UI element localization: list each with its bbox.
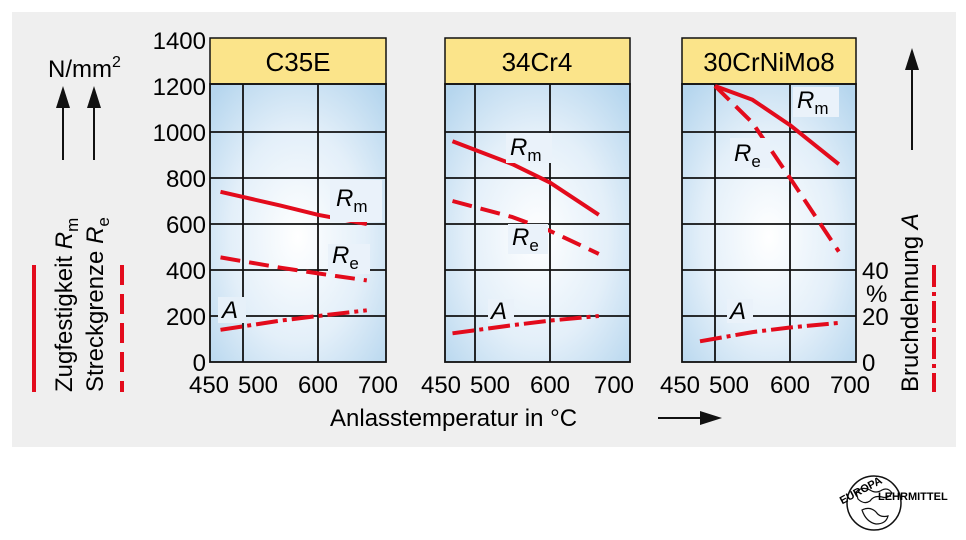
- left-title-tensile: Zugfestigkeit Rm: [51, 218, 82, 392]
- right-axis-title: Bruchdehnung A: [897, 213, 924, 392]
- x-axis-title: Anlasstemperatur in °C: [330, 405, 577, 432]
- curve-a: [699, 320, 839, 344]
- plot-frame: [681, 83, 857, 363]
- arrow-up-icon: [905, 48, 919, 150]
- y-tick-label: 800: [166, 166, 206, 193]
- panel-34cr4: 34Cr4 Rm Re A 450 500 600 700: [421, 37, 634, 399]
- y-tick-label: 600: [166, 212, 206, 239]
- label-rm: Rm: [510, 134, 542, 165]
- label-mask: [328, 244, 370, 274]
- panel-title-box: [681, 37, 857, 85]
- y-tick-label: 200: [166, 304, 206, 331]
- label-re: Re: [332, 242, 359, 273]
- x-tick-labels: 450 500 600 700: [660, 372, 870, 399]
- panel-title: 34Cr4: [502, 47, 573, 77]
- label-rm: Rm: [336, 185, 368, 216]
- y-tick-label: 400: [166, 258, 206, 285]
- label-mask: [793, 87, 839, 117]
- arrow-right-icon: [658, 411, 722, 425]
- grid: [682, 84, 856, 362]
- y2-tick-label: 20: [862, 304, 889, 331]
- label-mask: [730, 138, 770, 168]
- plot-frame: [444, 83, 631, 363]
- curve-rm: [451, 139, 600, 217]
- right-axis-unit: %: [866, 281, 887, 308]
- label-a: A: [220, 297, 238, 324]
- seal-continents: [855, 487, 893, 525]
- panel-title-box: [444, 37, 631, 85]
- panel-c35e: C35E Rm Re A 450 500 600 700: [189, 37, 398, 399]
- x-tick-label: 600: [530, 372, 570, 399]
- y2-tick-label: 0: [862, 350, 875, 377]
- label-mask: [727, 299, 753, 323]
- panel-title: C35E: [265, 47, 330, 77]
- panel-30crnimo8: 30CrNiMo8 Rm Re A 450 500 600 700: [660, 37, 870, 399]
- publisher-lehrmittel: LEHRMITTEL: [878, 491, 948, 503]
- label-rm: Rm: [797, 87, 829, 118]
- right-y-axis: 0 20 40: [862, 258, 889, 377]
- label-a: A: [489, 298, 507, 325]
- x-tick-label: 450: [189, 372, 229, 399]
- y-tick-label: 1000: [153, 120, 206, 147]
- x-tick-label: 450: [660, 372, 700, 399]
- x-tick-labels: 450 500 600 700: [189, 372, 398, 399]
- x-tick-label: 700: [830, 372, 870, 399]
- curve-a: [452, 314, 599, 336]
- curve-group: [451, 139, 600, 336]
- x-tick-label: 600: [770, 372, 810, 399]
- x-tick-label: 500: [709, 372, 749, 399]
- label-mask: [488, 299, 514, 323]
- label-a: A: [728, 298, 746, 325]
- x-tick-labels: 450 500 600 700: [421, 372, 634, 399]
- label-mask: [506, 133, 552, 163]
- arrow-up-icon: [87, 86, 101, 160]
- y-tick-label: 0: [193, 350, 206, 377]
- arrow-up-icon: [56, 86, 70, 160]
- plot-frame: [209, 83, 387, 363]
- curve-rm: [714, 84, 841, 166]
- label-re: Re: [512, 224, 539, 255]
- plot-area: [682, 84, 856, 362]
- publisher-seal: EUROPA LEHRMITTEL: [838, 475, 948, 531]
- curve-re: [451, 199, 600, 256]
- y-tick-label: 1400: [153, 28, 206, 55]
- curve-re: [713, 84, 841, 253]
- left-title-yield: Streckgrenze Re: [82, 217, 113, 392]
- x-tick-label: 700: [594, 372, 634, 399]
- x-tick-label: 600: [298, 372, 338, 399]
- left-y-axis: 0 200 400 600 800 1000 1200 1400: [153, 28, 206, 377]
- panel-title: 30CrNiMo8: [703, 47, 835, 77]
- x-tick-label: 500: [470, 372, 510, 399]
- y2-tick-label: 40: [862, 258, 889, 285]
- label-re: Re: [734, 140, 761, 171]
- y-tick-label: 1200: [153, 74, 206, 101]
- x-tick-label: 450: [421, 372, 461, 399]
- label-mask: [218, 297, 246, 323]
- x-tick-label: 700: [358, 372, 398, 399]
- curve-re: [220, 255, 368, 283]
- x-tick-label: 500: [238, 372, 278, 399]
- curve-group: [699, 84, 841, 344]
- label-mask: [330, 180, 382, 222]
- left-axis-unit: N/mm2: [48, 54, 121, 83]
- label-mask: [508, 224, 548, 254]
- curve-a: [220, 308, 368, 332]
